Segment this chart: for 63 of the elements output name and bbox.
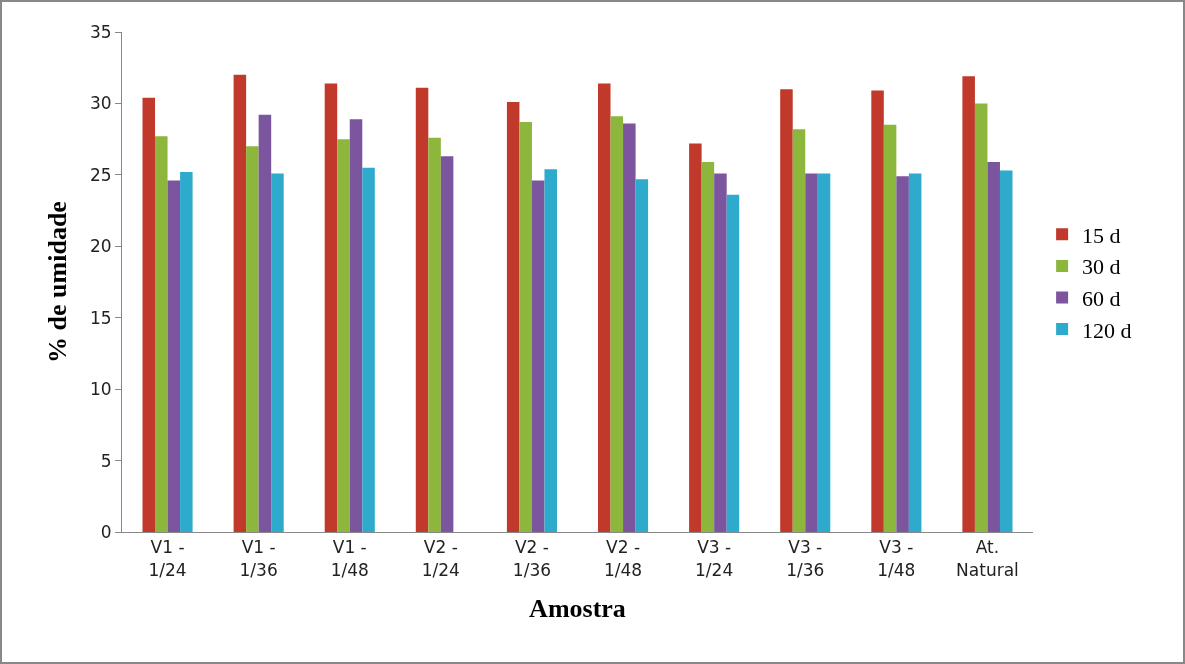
bar: [714, 173, 727, 532]
bar: [349, 119, 363, 532]
bar: [792, 129, 806, 532]
bar: [974, 103, 988, 532]
bar: [883, 124, 897, 532]
y-tick-label: 0: [100, 521, 112, 542]
bar: [805, 173, 818, 532]
x-tick-label: At. Natural: [956, 537, 1019, 580]
bar: [987, 162, 1000, 532]
bar: [962, 76, 975, 532]
y-tick-label: 5: [100, 450, 112, 471]
bar: [610, 116, 624, 532]
bar: [233, 74, 247, 532]
bar: [871, 90, 884, 532]
x-tick-label: V1 - 1/48: [330, 537, 369, 580]
bar: [180, 172, 193, 532]
bar: [780, 89, 793, 532]
y-tick-label: 30: [89, 93, 112, 114]
bar: [689, 143, 702, 532]
bar: [817, 173, 831, 532]
bar: [506, 102, 520, 532]
bar: [623, 123, 636, 532]
bar: [440, 156, 454, 532]
y-axis-title: % de umidade: [43, 201, 73, 363]
bar: [635, 179, 649, 532]
x-tick-label: V1 - 1/36: [239, 537, 278, 580]
bar: [246, 146, 259, 532]
bar: [726, 194, 740, 532]
legend-label: 15 d: [1082, 222, 1121, 248]
x-tick-label: V3 - 1/24: [695, 537, 734, 580]
bar: [258, 114, 272, 532]
bar: [908, 173, 922, 532]
bar: [167, 180, 181, 532]
x-tick-label: V2 - 1/48: [603, 537, 643, 580]
bar: [519, 122, 532, 532]
x-tick-label: V2 - 1/36: [512, 537, 552, 580]
bar: [142, 97, 156, 532]
legend-label: 120 d: [1082, 317, 1132, 343]
y-tick-label: 35: [89, 21, 112, 42]
x-tick-label: V3 - 1/36: [786, 537, 825, 580]
bar: [531, 180, 545, 532]
x-tick-label: V2 - 1/24: [421, 537, 460, 580]
x-tick-label: V1 - 1/24: [148, 537, 187, 580]
bar: [896, 176, 909, 532]
y-tick-label: 15: [89, 307, 112, 328]
bar: [999, 170, 1013, 532]
bar: [544, 169, 557, 532]
bar: [155, 136, 168, 532]
bar: [598, 83, 611, 532]
y-tick-label: 20: [89, 236, 112, 257]
bar: [362, 167, 375, 532]
bar: [415, 87, 429, 532]
y-tick-label: 10: [89, 379, 112, 400]
x-axis-title: Amostra: [529, 594, 626, 624]
bar: [271, 173, 284, 532]
legend-label: 30 d: [1082, 254, 1121, 280]
bar: [324, 83, 338, 532]
bar: [701, 162, 715, 532]
bar: [428, 137, 441, 532]
x-tick-label: V3 - 1/48: [877, 537, 916, 580]
legend-label: 60 d: [1082, 286, 1121, 312]
y-tick-label: 25: [89, 164, 112, 185]
bar: [337, 139, 350, 532]
